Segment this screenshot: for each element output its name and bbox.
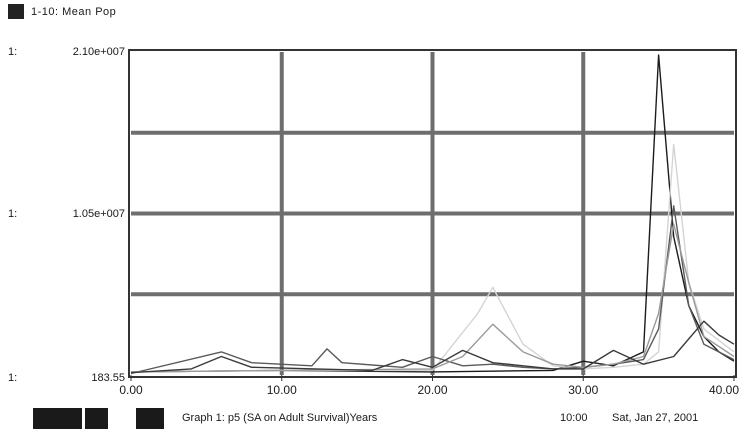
y-tick-label-top: 2.10e+007 (72, 46, 125, 58)
x-tick-label: 30.00 (568, 383, 598, 397)
footer-control-block-1[interactable] (33, 408, 82, 429)
grid-layer (131, 52, 734, 375)
y-tick-label-mid: 1.05e+007 (72, 208, 125, 220)
series-line-4 (130, 223, 735, 373)
y-tick-label-bottom: 183.55 (91, 372, 125, 384)
axis-prefix-mid: 1: (8, 208, 18, 220)
footer-time: 10:00 (560, 412, 588, 424)
x-tick-label: 0.00 (119, 383, 143, 397)
footer-control-block-2[interactable] (85, 408, 108, 429)
graph-title: Graph 1: p5 (SA on Adult Survival)Years (182, 412, 378, 424)
x-axis: 0.00 10.00 20.00 30.00 40.00 (119, 375, 739, 397)
series-line-5 (130, 320, 735, 374)
footer-date: Sat, Jan 27, 2001 (612, 412, 699, 424)
series-line-3 (130, 205, 735, 375)
x-tick-label: 10.00 (267, 383, 297, 397)
axis-prefix-top: 1: (8, 46, 18, 58)
legend-label: 1-10: Mean Pop (31, 6, 117, 18)
axis-prefix-bottom: 1: (8, 372, 18, 384)
x-tick-label: 40.00 (709, 383, 739, 397)
series-layer (130, 54, 735, 375)
x-tick-label: 20.00 (417, 383, 447, 397)
footer-control-block-3[interactable] (136, 408, 164, 429)
legend-swatch (8, 4, 24, 19)
